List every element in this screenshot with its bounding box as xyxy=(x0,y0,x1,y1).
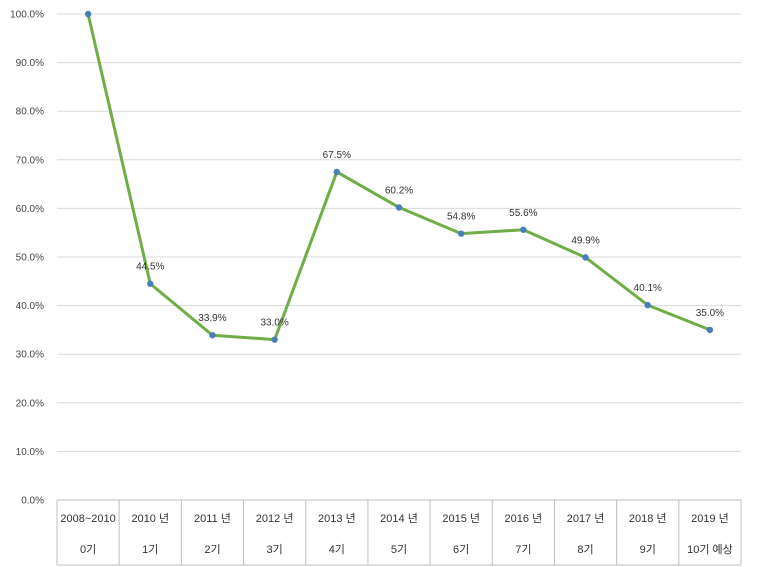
y-tick-label: 20.0% xyxy=(16,398,44,409)
data-point xyxy=(706,326,714,334)
x-category-term: 5기 xyxy=(391,543,407,556)
x-category-term: 1기 xyxy=(142,543,158,556)
x-category-year: 2011 년 xyxy=(194,512,231,525)
x-category-year: 2008~2010 xyxy=(60,513,115,525)
data-series xyxy=(84,10,714,343)
x-category-term: 4기 xyxy=(329,543,345,556)
x-axis-category-table: 2008~2010 0기 2010 년 1기 2011 년 2기 2012 년 3기 2013 … xyxy=(56,499,742,566)
y-tick-label: 40.0% xyxy=(16,301,44,312)
data-point xyxy=(395,204,403,211)
x-category-term: 9기 xyxy=(640,543,656,556)
data-labels: 44.5% 33.9% 33.0% 67.5% 60.2% 54.8% 55.6% 49.9%… xyxy=(136,150,724,329)
data-point xyxy=(457,230,465,237)
y-tick-label: 10.0% xyxy=(16,447,44,458)
x-category-year: 2017 년 xyxy=(567,512,605,525)
x-category-term: 7기 xyxy=(515,543,531,556)
data-label: 67.5% xyxy=(323,150,351,161)
data-label: 54.8% xyxy=(447,212,475,223)
x-category-term: 10기 예상 xyxy=(687,543,733,556)
x-category-year: 2019 년 xyxy=(691,512,729,525)
data-point xyxy=(147,280,154,287)
y-tick-label: 70.0% xyxy=(16,155,44,166)
y-tick-label: 50.0% xyxy=(16,253,44,264)
y-tick-label: 100.0% xyxy=(10,10,44,21)
data-label: 33.0% xyxy=(260,318,288,329)
data-point xyxy=(582,254,589,261)
x-category-term: 0기 xyxy=(80,543,96,556)
data-point xyxy=(271,336,278,343)
y-tick-label: 60.0% xyxy=(16,204,44,215)
x-category-term: 2기 xyxy=(204,543,220,556)
data-label: 49.9% xyxy=(571,235,599,246)
data-point xyxy=(520,226,527,233)
x-category-year: 2010 년 xyxy=(131,512,169,525)
data-point xyxy=(644,301,651,309)
x-category-year: 2015 년 xyxy=(442,512,480,525)
y-axis-ticks: 0.0% 10.0% 20.0% 30.0% 40.0% 50.0% 60.0% 70.0% 8… xyxy=(10,10,44,507)
y-tick-label: 90.0% xyxy=(16,58,44,69)
data-label: 35.0% xyxy=(696,308,724,319)
data-label: 55.6% xyxy=(509,208,537,219)
data-point xyxy=(84,10,92,18)
y-tick-label: 0.0% xyxy=(21,496,44,507)
x-category-year: 2018 년 xyxy=(629,512,667,525)
x-category-year: 2012 년 xyxy=(256,512,294,525)
data-label: 40.1% xyxy=(634,283,662,294)
y-tick-label: 80.0% xyxy=(16,107,44,118)
y-tick-label: 30.0% xyxy=(16,350,44,361)
x-category-term: 3기 xyxy=(267,543,283,556)
x-category-term: 8기 xyxy=(577,543,593,556)
data-point xyxy=(333,168,341,176)
x-category-year: 2014 년 xyxy=(380,512,418,525)
data-label: 44.5% xyxy=(136,262,164,273)
data-label: 33.9% xyxy=(198,313,226,324)
gridlines xyxy=(57,13,741,501)
data-label: 60.2% xyxy=(385,185,413,196)
x-category-year: 2016 년 xyxy=(505,512,543,525)
x-category-year: 2013 년 xyxy=(318,512,356,525)
data-point xyxy=(209,332,216,339)
x-category-term: 6기 xyxy=(453,543,469,556)
